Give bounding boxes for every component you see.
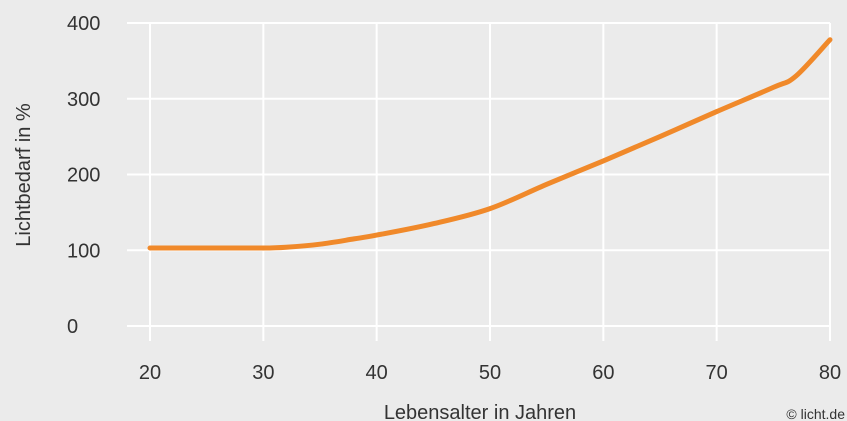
x-tick-label: 30: [252, 362, 274, 384]
x-tick-label: 60: [592, 362, 614, 384]
x-tick-label: 70: [706, 362, 728, 384]
credit-text: © licht.de: [786, 406, 845, 421]
y-axis-title: Lichtbedarf in %: [13, 103, 35, 247]
series-line: [147, 37, 833, 251]
y-tick-label: 200: [67, 165, 100, 187]
x-tick-label: 20: [139, 362, 161, 384]
x-tick-label: 40: [366, 362, 388, 384]
tick-labels: 0 100 200 300 400 20 30 40 50 60 70 80: [67, 13, 841, 384]
y-tick-label: 300: [67, 89, 100, 111]
y-tick-label: 100: [67, 240, 100, 262]
grid: [127, 22, 831, 341]
x-tick-label: 80: [819, 362, 841, 384]
x-tick-label: 50: [479, 362, 501, 384]
y-tick-label: 0: [67, 316, 78, 338]
y-tick-label: 400: [67, 13, 100, 35]
x-axis-title: Lebensalter in Jahren: [384, 402, 576, 421]
